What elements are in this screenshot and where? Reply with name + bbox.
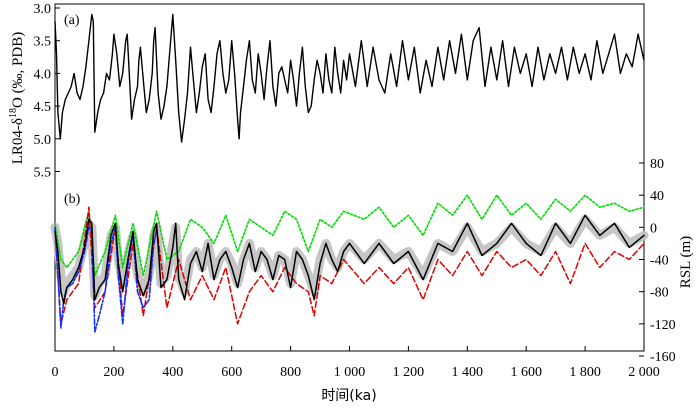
panel-a: (a) 3.0 3.5 4.0 4.5 5.0 5.5 LR04-δ18O (‰, PDB… bbox=[8, 2, 645, 180]
panel-b: (b) 80 40 0 -40 -80 -120 -160 RSL (m) bbox=[50, 157, 694, 365]
panel-b-y-tick-label: 80 bbox=[650, 157, 664, 172]
panel-b-y-axis: 80 40 0 -40 -80 -120 -160 bbox=[639, 157, 676, 365]
panel-b-label: (b) bbox=[64, 192, 81, 207]
panel-b-series-line-thick bbox=[50, 214, 649, 301]
panel-a-series bbox=[54, 13, 645, 143]
panel-b-y-tick-label: -120 bbox=[650, 318, 676, 333]
panel-a-label: (a) bbox=[64, 13, 80, 28]
panel-b-y-axis-label: RSL (m) bbox=[678, 236, 694, 288]
panel-b-y-tick-label: -80 bbox=[650, 286, 669, 301]
x-tick-label: 1 400 bbox=[452, 365, 484, 380]
x-tick-label: 2 000 bbox=[628, 365, 660, 380]
x-tick-label: 1 000 bbox=[334, 365, 366, 380]
x-axis: 0 200 400 600 800 1 000 1 200 1 400 1 600 1 800 2 … bbox=[52, 346, 660, 380]
x-tick-label: 1 200 bbox=[393, 365, 425, 380]
panel-b-series-line-solid bbox=[54, 214, 645, 305]
panel-a-y-tick-label: 5.0 bbox=[34, 133, 52, 148]
panel-b-y-tick-label: -160 bbox=[650, 350, 676, 365]
panel-a-y-tick-label: 5.5 bbox=[34, 165, 52, 180]
panel-a-y-axis: 3.0 3.5 4.0 4.5 5.0 5.5 bbox=[34, 2, 60, 180]
x-tick-label: 1 800 bbox=[569, 365, 601, 380]
panel-a-y-tick-label: 3.5 bbox=[34, 35, 52, 50]
panel-b-series bbox=[50, 194, 649, 333]
x-tick-label: 600 bbox=[221, 365, 242, 380]
x-tick-label: 1 600 bbox=[510, 365, 542, 380]
x-tick-label: 800 bbox=[280, 365, 301, 380]
panel-b-y-tick-label: -40 bbox=[650, 254, 669, 269]
panel-a-y-tick-label: 3.0 bbox=[34, 2, 52, 17]
x-tick-label: 0 bbox=[52, 365, 59, 380]
panel-b-y-tick-label: 0 bbox=[650, 221, 657, 236]
panel-b-y-tick-label: 40 bbox=[650, 189, 664, 204]
panel-a-y-tick-label: 4.0 bbox=[34, 67, 52, 82]
x-axis-label: 时间(ka) bbox=[321, 388, 376, 404]
panel-a-series-line bbox=[54, 13, 645, 143]
x-tick-label: 200 bbox=[103, 365, 124, 380]
x-tick-label: 400 bbox=[162, 365, 183, 380]
panel-a-y-axis-label: LR04-δ18O (‰, PDB) bbox=[8, 32, 26, 165]
panel-a-y-tick-label: 4.5 bbox=[34, 100, 52, 115]
panel-b-series-line-dotted bbox=[54, 194, 645, 277]
